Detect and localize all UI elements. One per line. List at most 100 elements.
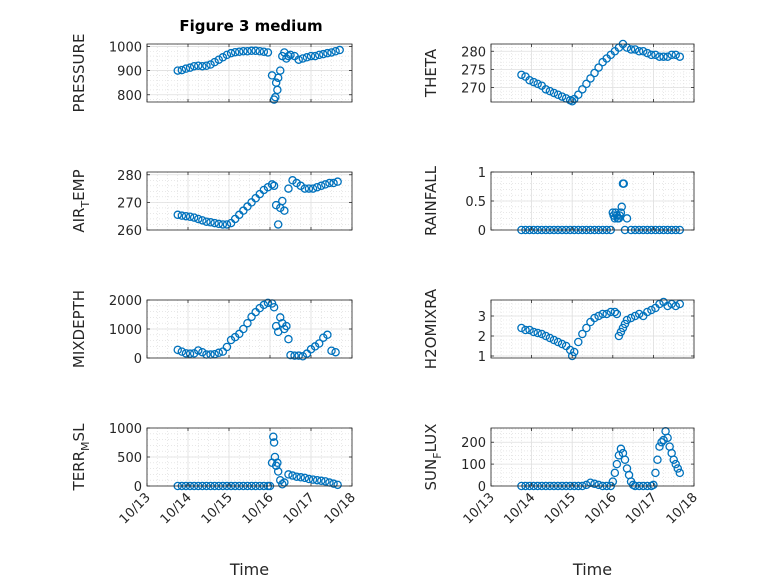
data-point	[659, 52, 668, 61]
data-point	[312, 182, 322, 192]
data-point	[529, 327, 538, 337]
data-point	[329, 178, 338, 188]
data-point	[218, 220, 228, 229]
data-point	[296, 473, 305, 482]
y-tick-label: 500	[117, 451, 142, 466]
data-point	[230, 47, 240, 57]
data-point	[278, 480, 287, 489]
data-point	[267, 180, 277, 189]
data-point	[185, 63, 195, 72]
data-point	[659, 435, 668, 445]
axes-box	[490, 299, 695, 359]
data-point	[321, 477, 330, 486]
data-point	[284, 334, 293, 344]
data-point	[612, 459, 622, 469]
x-axis-label: Time	[229, 560, 269, 579]
data-point	[259, 300, 269, 310]
y-axis-label: MIXDEPTH	[70, 290, 88, 368]
x-tick-label: 10/17	[623, 490, 660, 527]
x-tick-label: 10/16	[583, 490, 620, 527]
y-tick-label: 275	[461, 63, 486, 78]
data-point	[198, 216, 207, 225]
data-point	[210, 57, 219, 67]
data-point	[616, 208, 626, 217]
data-point	[619, 179, 629, 188]
data-point	[333, 177, 342, 186]
data-point	[323, 330, 332, 340]
figure-title: Figure 3 medium	[179, 17, 322, 35]
y-tick-label: 1	[478, 166, 486, 181]
data-point	[521, 325, 530, 335]
data-point	[294, 351, 303, 360]
data-point	[329, 479, 338, 488]
data-series	[517, 297, 685, 361]
y-tick-label: 800	[117, 89, 142, 104]
data-point	[284, 470, 293, 479]
data-point	[193, 61, 203, 71]
data-point	[310, 51, 320, 61]
data-point	[181, 211, 191, 221]
data-point	[185, 349, 195, 358]
y-axis-label: SUNFLUX	[422, 424, 444, 491]
data-point	[655, 442, 664, 451]
data-point	[671, 459, 680, 469]
data-point	[578, 85, 587, 94]
y-tick-label: 270	[117, 196, 142, 211]
data-point	[675, 468, 685, 478]
data-point	[331, 47, 340, 56]
data-point	[300, 184, 310, 193]
data-point	[239, 47, 248, 56]
data-point	[198, 347, 207, 357]
data-point	[319, 49, 328, 59]
data-point	[663, 52, 672, 61]
data-point	[617, 202, 626, 212]
data-point	[533, 328, 542, 338]
data-point	[610, 307, 620, 317]
data-point	[177, 347, 187, 356]
data-point	[275, 66, 285, 75]
data-point	[639, 47, 648, 56]
data-point	[567, 351, 577, 361]
data-point	[517, 323, 526, 333]
y-tick-label: 200	[461, 436, 486, 451]
data-point	[263, 298, 273, 308]
x-tick-label: 10/13	[461, 490, 498, 527]
data-point	[284, 184, 293, 193]
data-point	[292, 472, 301, 481]
data-point	[243, 318, 252, 328]
data-point	[222, 342, 232, 352]
data-point	[553, 90, 563, 100]
data-point	[626, 45, 636, 54]
data-point	[643, 307, 652, 317]
data-point	[193, 214, 203, 224]
data-point	[630, 311, 640, 321]
x-tick-label: 10/18	[664, 490, 701, 527]
data-point	[590, 68, 599, 78]
data-point	[269, 302, 279, 312]
y-tick-label: 0	[478, 480, 486, 495]
data-point	[273, 467, 283, 476]
subplot-mixdepth: 0 1000 2000 MIXDEPTH	[70, 290, 353, 368]
y-tick-label: 2	[478, 330, 486, 345]
data-point	[333, 480, 342, 490]
data-point	[214, 55, 223, 64]
data-point	[222, 50, 232, 60]
y-tick-label: 280	[461, 45, 486, 60]
axes-box	[146, 171, 353, 231]
data-point	[202, 217, 211, 226]
subplot-sun_flux: 0 100 200 SUNFLUX 10/13 10/14 10/15 10/16 10/17 1…	[422, 424, 701, 579]
data-point	[290, 351, 299, 360]
data-series	[173, 298, 340, 361]
data-point	[259, 47, 269, 56]
data-point	[651, 468, 660, 478]
data-point	[663, 301, 672, 311]
data-point	[545, 86, 555, 96]
data-point	[598, 309, 607, 319]
data-point	[630, 45, 640, 54]
data-point	[255, 47, 264, 56]
data-point	[294, 55, 303, 64]
subplot-air_temp: 260 270 280 AIRTEMP	[70, 169, 353, 239]
data-point	[618, 323, 628, 333]
data-point	[218, 53, 228, 62]
